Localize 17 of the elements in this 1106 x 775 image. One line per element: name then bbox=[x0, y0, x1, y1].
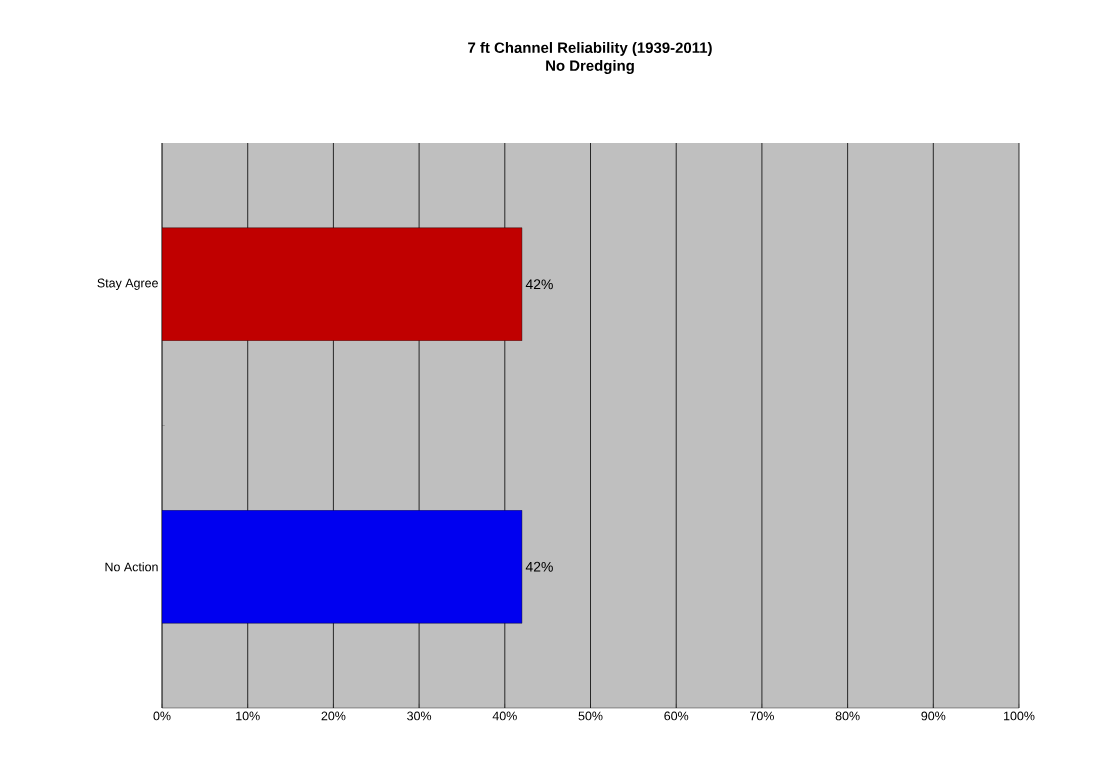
x-tick-label: 60% bbox=[664, 711, 689, 721]
chart-title: 7 ft Channel Reliability (1939-2011) bbox=[468, 42, 712, 56]
x-tick-label: 90% bbox=[921, 711, 946, 721]
x-tick-label: 30% bbox=[407, 711, 432, 721]
y-tick-label: Stay Agree bbox=[97, 278, 158, 290]
x-tick-label: 50% bbox=[578, 711, 603, 721]
x-tick-label: 10% bbox=[236, 711, 260, 721]
x-tick-label: 80% bbox=[835, 711, 860, 721]
x-tick-label: 100% bbox=[1004, 711, 1035, 721]
x-tick-label: 0% bbox=[153, 711, 171, 721]
y-tick-label: No Action bbox=[105, 562, 158, 572]
chart-subtitle: No Dredging bbox=[546, 59, 634, 74]
x-tick-label: 40% bbox=[492, 711, 517, 721]
data-label: 42% bbox=[525, 561, 553, 572]
x-tick-label: 20% bbox=[321, 711, 346, 721]
x-tick-label: 70% bbox=[750, 711, 774, 721]
data-label: 42% bbox=[525, 279, 553, 290]
